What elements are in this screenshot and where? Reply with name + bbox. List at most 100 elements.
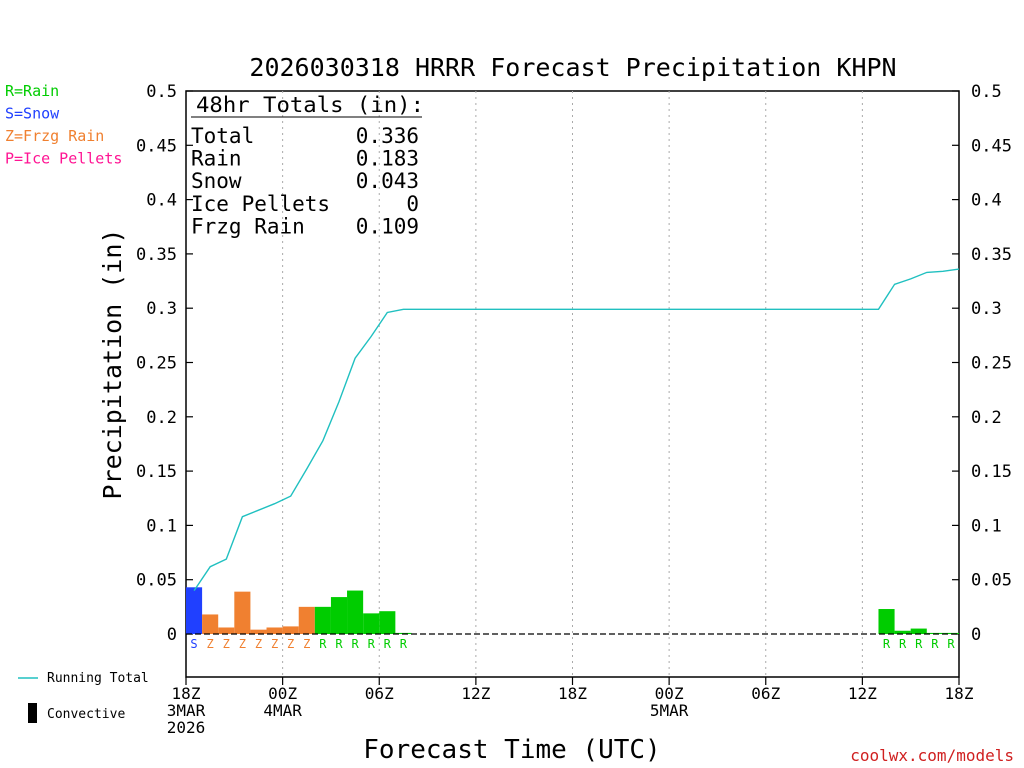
totals-label: Snow	[191, 169, 242, 193]
ytick-label-left: 0.5	[146, 82, 177, 102]
type-legend: R=Rain S=Snow Z=Frzg Rain P=Ice Pellets	[5, 82, 122, 168]
xtick-label: 18Z	[558, 684, 587, 703]
ytick-label-left: 0.45	[136, 136, 177, 156]
totals-value: 0	[406, 192, 419, 216]
legend-s: S=Snow	[5, 105, 60, 123]
totals-value: 0.183	[356, 147, 419, 171]
bar-hour-13	[379, 611, 396, 634]
xtick-label: 00Z	[655, 684, 684, 703]
type-letter: R	[351, 637, 359, 651]
xtick-label: 18Z	[945, 684, 974, 703]
xtick-label: 18Z	[172, 684, 201, 703]
ytick-label-right: 0.4	[971, 191, 1002, 211]
type-letter: Z	[223, 637, 230, 651]
ytick-label-right: 0.35	[971, 245, 1012, 265]
ytick-label-right: 0.05	[971, 571, 1012, 591]
hourly-bars	[186, 587, 959, 634]
ytick-label-left: 0.4	[146, 191, 177, 211]
ytick-label-right: 0.1	[971, 516, 1002, 536]
xtick-label: 5MAR	[650, 701, 689, 720]
ytick-label-left: 0.35	[136, 245, 177, 265]
type-letter: R	[947, 637, 955, 651]
totals-value: 0.336	[356, 124, 419, 148]
legend-z: Z=Frzg Rain	[5, 127, 104, 145]
type-letter: S	[190, 637, 197, 651]
totals-label: Frzg Rain	[191, 214, 305, 238]
totals-value: 0.109	[356, 214, 419, 238]
running-total-legend-label: Running Total	[47, 671, 149, 686]
xtick-label: 12Z	[461, 684, 490, 703]
totals-label: Total	[191, 124, 254, 148]
bar-hour-8	[298, 606, 315, 634]
type-letter: R	[931, 637, 939, 651]
type-letter: R	[335, 637, 343, 651]
bar-hour-44	[878, 609, 895, 634]
ytick-label-left: 0.3	[146, 299, 177, 319]
totals-header: 48hr Totals (in):	[196, 93, 424, 117]
bar-hour-1	[186, 587, 203, 634]
bar-hour-10	[330, 597, 348, 634]
credit-link[interactable]: coolwx.com/models	[850, 746, 1014, 765]
bar-hour-7	[282, 626, 299, 634]
type-letter: Z	[271, 637, 278, 651]
xtick-label: 4MAR	[263, 701, 302, 720]
running-total-line	[193, 268, 960, 591]
y-axis-left: 0 0.05 0.1 0.15 0.2 0.25 0.3 0.35 0.4 0.45 0.5	[136, 82, 193, 645]
ytick-label-right: 0.3	[971, 299, 1002, 319]
ytick-label-left: 0	[167, 625, 177, 645]
ytick-label-left: 0.1	[146, 516, 177, 536]
type-letter: Z	[207, 637, 214, 651]
bar-hour-3	[218, 627, 235, 634]
xtick-label: 12Z	[848, 684, 877, 703]
bar-hour-46	[910, 628, 927, 634]
type-letter: R	[384, 637, 392, 651]
totals-label: Rain	[191, 147, 242, 171]
xtick-label: 00Z	[268, 684, 297, 703]
type-letter: R	[899, 637, 907, 651]
bar-hour-6	[266, 627, 283, 634]
legend-r: R=Rain	[5, 82, 59, 100]
type-letter: Z	[303, 637, 310, 651]
bar-hour-9	[314, 606, 331, 634]
type-letter: R	[319, 637, 327, 651]
bar-hour-5	[250, 629, 267, 634]
ytick-label-right: 0.5	[971, 82, 1002, 102]
totals-box: 48hr Totals (in): Total 0.336 Rain 0.183 Sno…	[191, 93, 424, 238]
type-letter: R	[915, 637, 923, 651]
x-axis-title: Forecast Time (UTC)	[363, 735, 660, 765]
ytick-label-left: 0.2	[146, 408, 177, 428]
xtick-label: 2026	[167, 718, 206, 737]
bar-hour-48	[942, 632, 959, 634]
ytick-label-left: 0.15	[136, 462, 177, 482]
type-letter: Z	[287, 637, 294, 651]
bar-hour-12	[363, 613, 380, 634]
ytick-label-left: 0.25	[136, 354, 177, 374]
convective-legend-swatch	[28, 703, 37, 723]
type-letter: R	[368, 637, 376, 651]
ytick-label-right: 0.45	[971, 136, 1012, 156]
type-letter: Z	[239, 637, 246, 651]
convective-legend-label: Convective	[47, 707, 125, 722]
type-letter: R	[883, 637, 891, 651]
y-axis-title: Precipitation (in)	[98, 229, 127, 500]
ytick-label-right: 0.25	[971, 354, 1012, 374]
bar-hour-4	[234, 591, 251, 634]
type-letter: R	[400, 637, 408, 651]
ytick-label-right: 0.2	[971, 408, 1002, 428]
xtick-label: 06Z	[751, 684, 780, 703]
ytick-label-right: 0.15	[971, 462, 1012, 482]
vertical-gridlines	[282, 91, 863, 677]
legend-p: P=Ice Pellets	[5, 150, 122, 168]
totals-value: 0.043	[356, 169, 419, 193]
chart-title: 2026030318 HRRR Forecast Precipitation K…	[249, 53, 896, 82]
ytick-label-left: 0.05	[136, 571, 177, 591]
y-axis-right: 0 0.05 0.1 0.15 0.2 0.25 0.3 0.35 0.4 0.45 0.5	[952, 82, 1012, 645]
bar-hour-45	[894, 630, 911, 634]
xtick-label: 06Z	[365, 684, 394, 703]
ytick-label-right: 0	[971, 625, 981, 645]
bar-hour-11	[347, 590, 364, 634]
type-letter: Z	[255, 637, 262, 651]
